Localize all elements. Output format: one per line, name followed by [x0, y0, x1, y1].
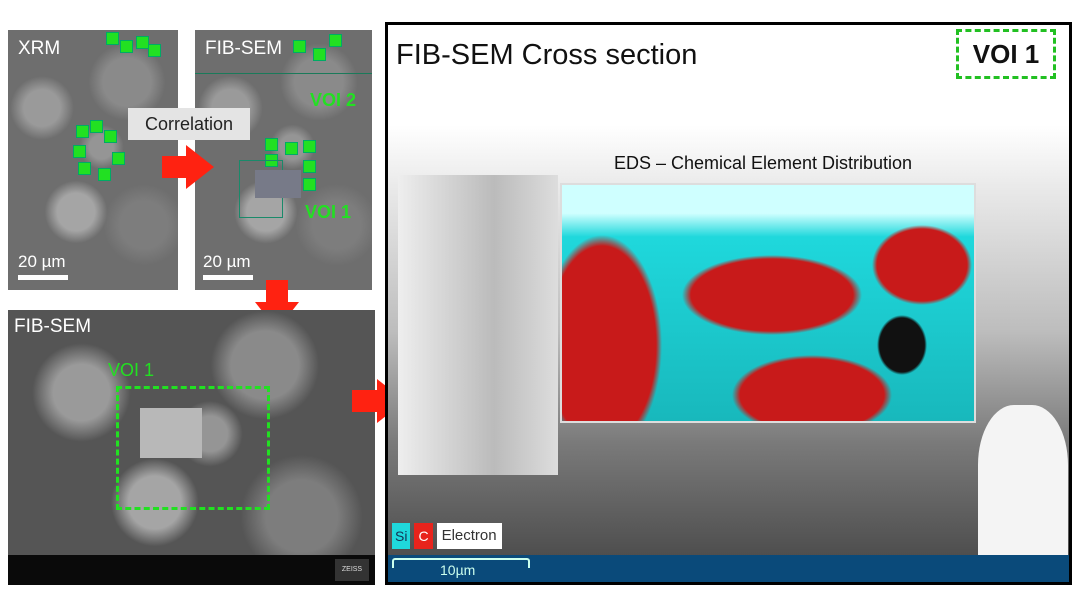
- fib-sem-bottom-label: FIB-SEM: [14, 316, 92, 337]
- voi-marker: [76, 125, 89, 138]
- crystal-feature: [140, 408, 202, 458]
- right-arrow-stem: [352, 390, 378, 412]
- voi-marker: [104, 130, 117, 143]
- voi-marker: [303, 140, 316, 153]
- voi-marker: [313, 48, 326, 61]
- down-arrow-stem: [266, 280, 288, 302]
- correlation-arrow-icon: [186, 145, 214, 189]
- legend-si: Si: [392, 523, 411, 549]
- voi1-box: [116, 386, 270, 510]
- legend-electron: Electron: [436, 523, 502, 549]
- legend-c: C: [414, 523, 433, 549]
- voi-marker: [148, 44, 161, 57]
- voi-marker: [106, 32, 119, 45]
- voi-marker: [98, 168, 111, 181]
- xrm-label: XRM: [18, 38, 61, 59]
- scale-bar: [392, 558, 530, 568]
- voi1-label: VOI 1: [305, 202, 352, 222]
- left-wall-feature: [398, 175, 558, 475]
- cross-section-panel: FIB-SEM Cross section VOI 1 EDS – Chemic…: [385, 22, 1072, 585]
- voi-marker: [112, 152, 125, 165]
- header-area: [388, 25, 1069, 120]
- divider-line: [195, 73, 372, 74]
- voi1-bottom-label: VOI 1: [108, 360, 155, 380]
- voi-marker: [303, 178, 316, 191]
- voi2-label: VOI 2: [310, 90, 357, 110]
- sem-info-bar: ZEISS: [8, 555, 375, 585]
- correlation-arrow-stem: [162, 156, 188, 178]
- voi-marker: [293, 40, 306, 53]
- voi-marker: [285, 142, 298, 155]
- fib-sem-top-label: FIB-SEM: [205, 38, 283, 59]
- scale-label: 10µm: [440, 562, 476, 578]
- scale-bar-strip: 10µm: [388, 555, 1069, 582]
- voi-marker: [329, 34, 342, 47]
- eds-map-image: [560, 183, 976, 423]
- right-bright-feature: [978, 405, 1068, 555]
- xrm-scale-bar: [18, 275, 68, 280]
- voi-marker: [78, 162, 91, 175]
- voi-marker: [265, 138, 278, 151]
- voi-marker: [120, 40, 133, 53]
- milled-region: [255, 170, 301, 198]
- eds-title: EDS – Chemical Element Distribution: [613, 153, 913, 173]
- voi-marker: [136, 36, 149, 49]
- voi-marker: [73, 145, 86, 158]
- voi-marker: [90, 120, 103, 133]
- zeiss-logo: ZEISS: [335, 559, 369, 581]
- cross-section-title: FIB-SEM Cross section: [396, 39, 698, 71]
- xrm-image: XRM 20 µm: [8, 30, 178, 290]
- voi1-tag: VOI 1: [956, 29, 1056, 79]
- fib-sem-top-image: FIB-SEM VOI 2 VOI 1 20 µm: [195, 30, 372, 290]
- fib-sem-bottom-image: FIB-SEM VOI 1 ZEISS: [8, 310, 375, 585]
- voi-marker: [303, 160, 316, 173]
- fib-sem-top-scale-label: 20 µm: [203, 252, 251, 271]
- correlation-label: Correlation: [128, 108, 250, 140]
- xrm-scale-label: 20 µm: [18, 252, 66, 271]
- fib-sem-top-scale-bar: [203, 275, 253, 280]
- eds-legend: Si C Electron: [392, 523, 502, 549]
